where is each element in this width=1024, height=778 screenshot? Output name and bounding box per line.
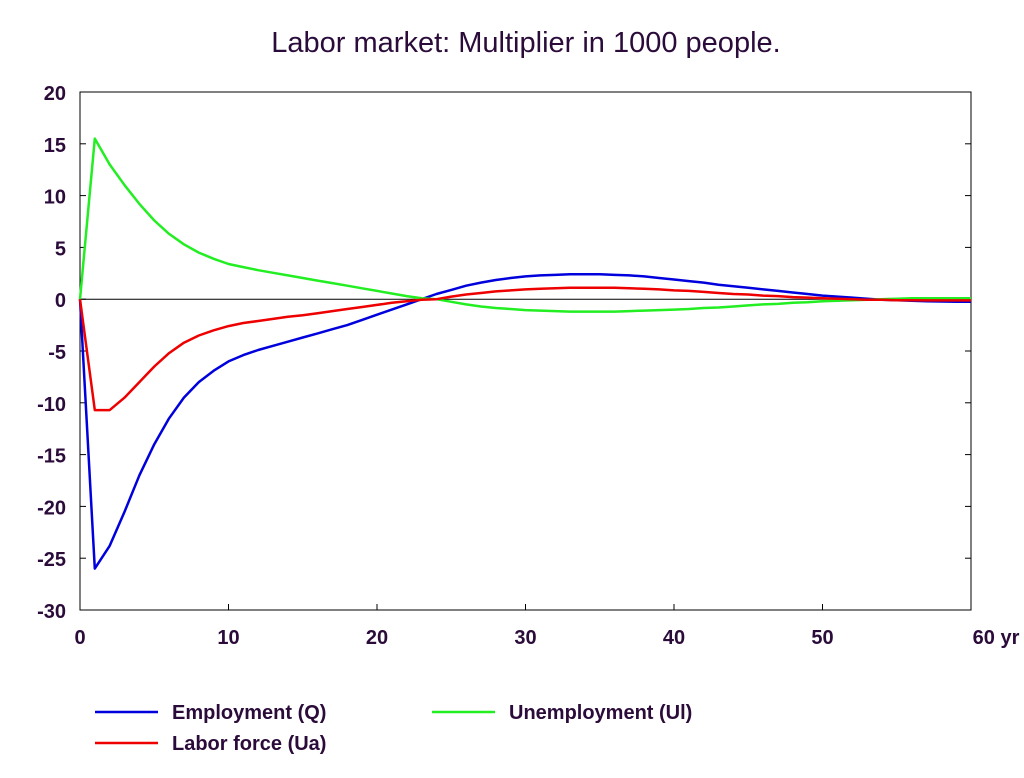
x-axis: 0 10 20 30 40 50 60 yr	[74, 604, 1020, 649]
y-tick-label: 10	[44, 187, 66, 209]
y-tick-label: -5	[48, 342, 66, 364]
series-layer	[78, 137, 971, 570]
series-line-labor-force-ua	[78, 286, 971, 412]
legend-label: Unemployment (Ul)	[509, 702, 692, 724]
legend-item: Employment (Q)	[95, 702, 326, 724]
series-line-unemployment-ul	[78, 137, 971, 313]
legend-label: Labor force (Ua)	[172, 733, 326, 755]
x-tick-label: 40	[663, 627, 685, 649]
y-tick-label: 5	[55, 238, 66, 260]
legend-item: Unemployment (Ul)	[432, 702, 692, 724]
x-tick-label: 10	[217, 627, 239, 649]
y-tick-label: -30	[37, 601, 66, 623]
y-tick-label: -10	[37, 394, 66, 416]
y-tick-label: -25	[37, 549, 66, 571]
x-tick-label: 60 yr	[973, 627, 1020, 649]
x-tick-label: 0	[74, 627, 85, 649]
series-line-employment-q	[78, 273, 971, 570]
legend: Employment (Q) Unemployment (Ul) Labor for…	[95, 702, 692, 755]
plot-area	[79, 91, 972, 611]
y-tick-label: -15	[37, 446, 66, 468]
x-tick-label: 50	[811, 627, 833, 649]
chart-title: Labor market: Multiplier in 1000 people.	[271, 27, 780, 59]
y-tick-label: 20	[44, 83, 66, 105]
legend-item: Labor force (Ua)	[95, 733, 326, 755]
x-tick-label: 30	[514, 627, 536, 649]
legend-label: Employment (Q)	[172, 702, 326, 724]
y-tick-label: 15	[44, 135, 66, 157]
y-tick-label: -20	[37, 497, 66, 519]
x-tick-label: 20	[366, 627, 388, 649]
y-tick-label: 0	[55, 290, 66, 312]
y-axis: 20 15 10 5 0 -5 -10 -15 -20 -25 -30	[37, 83, 971, 623]
